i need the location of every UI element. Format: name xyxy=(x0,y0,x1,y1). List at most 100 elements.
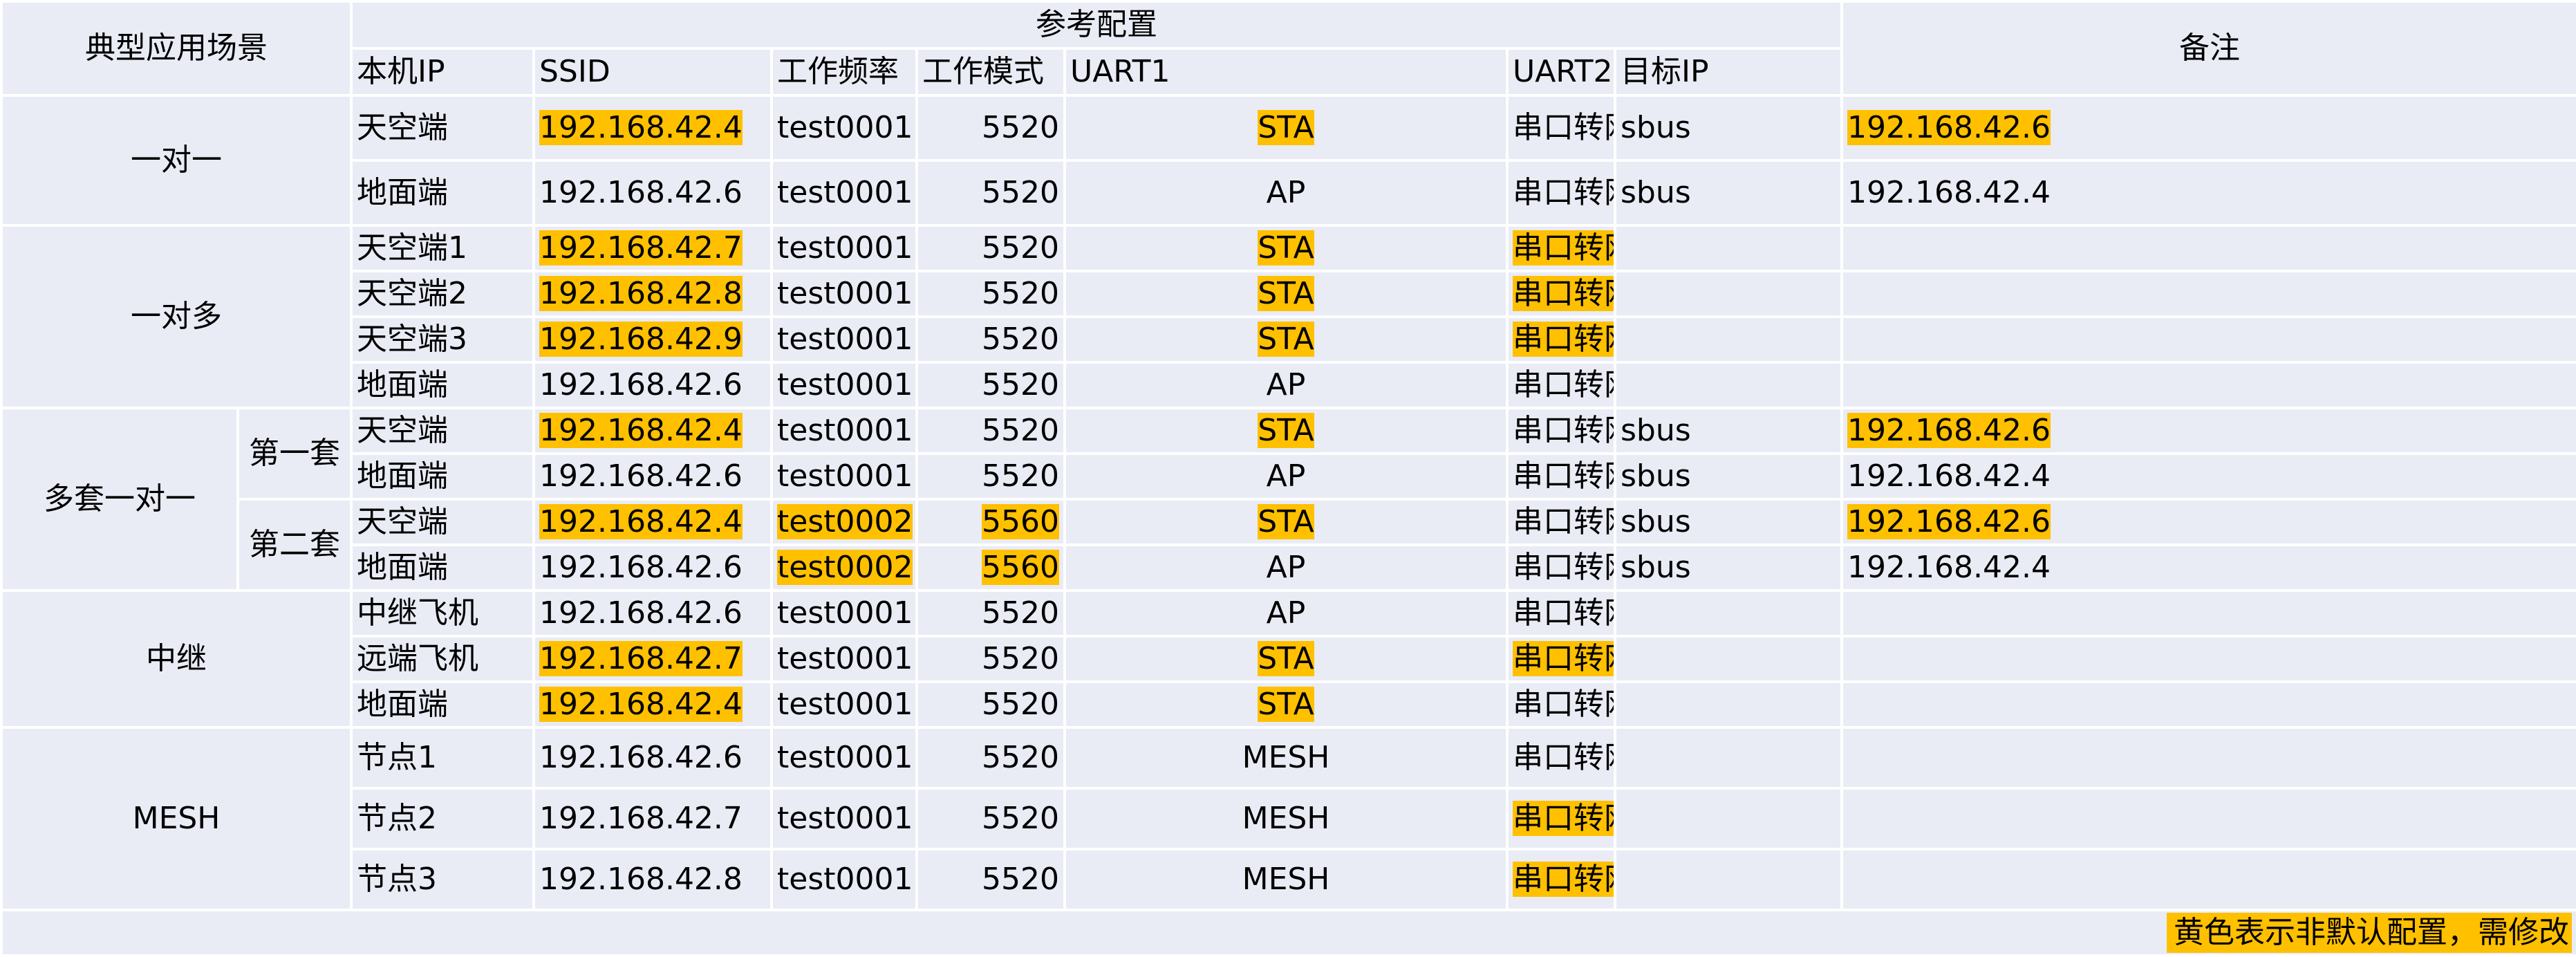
cell-uart1: 串口转网络（UDP服务） xyxy=(1506,407,1616,455)
highlighted-value: 5560 xyxy=(982,503,1059,539)
cell-uart1: 串口转网络（UDP服务端口号3020） xyxy=(1506,680,1616,729)
header-row-2: 本机IP SSID 工作频率 工作模式 UART1 UART2 目标IP xyxy=(1,47,2576,97)
cell-frequency: 5520 xyxy=(915,315,1066,364)
cell-target-ip: 192.168.42.6 xyxy=(1840,94,2576,162)
cell-target-ip xyxy=(1840,315,2576,364)
cell-uart2: sbus xyxy=(1613,452,1844,501)
cell-mode: AP xyxy=(1063,159,1509,227)
header-scene: 典型应用场景 xyxy=(0,0,353,97)
header-col-ssid: SSID xyxy=(532,47,773,97)
cell-frequency: 5520 xyxy=(915,224,1066,272)
cell-ssid: test0001 xyxy=(770,407,918,455)
cell-ssid: test0001 xyxy=(770,589,918,638)
cell-target-ip xyxy=(1840,848,2576,911)
cell-ssid: test0001 xyxy=(770,315,918,364)
cell-target-ip xyxy=(1840,589,2576,638)
cell-uart1: 串口转网络（UDP服务） xyxy=(1506,452,1616,501)
highlighted-value: 192.168.42.4 xyxy=(539,109,743,145)
cell-target-ip: 192.168.42.6 xyxy=(1840,407,2576,455)
cell-mode: MESH xyxy=(1063,848,1509,911)
cell-uart1: 串口转网络（UDP服务端口号3021） xyxy=(1506,635,1616,683)
cell-frequency: 5520 xyxy=(915,635,1066,683)
cell-local-ip: 192.168.42.6 xyxy=(532,159,773,227)
cell-device: 地面端 xyxy=(350,159,535,227)
cell-device: 天空端 xyxy=(350,94,535,162)
cell-mode: MESH xyxy=(1063,726,1509,790)
header-col-mode: 工作模式 xyxy=(915,47,1066,97)
header-row-1: 典型应用场景 参考配置 备注 xyxy=(0,0,2576,97)
cell-device: 中继飞机 xyxy=(350,589,535,638)
cell-local-ip: 192.168.42.6 xyxy=(532,361,773,409)
cell-uart2 xyxy=(1613,589,1844,638)
highlighted-value: STA xyxy=(1258,686,1314,722)
table-row: 节点3192.168.42.8test00015520MESH串口转网络（UDP… xyxy=(1,848,2576,911)
cell-uart1: 串口转网络（UDP服务端口号3021） xyxy=(1506,224,1616,272)
cell-uart2 xyxy=(1613,224,1844,272)
table-row: MESH节点1192.168.42.6test00015520MESH串口转网络… xyxy=(0,726,2576,911)
cell-uart2: sbus xyxy=(1613,498,1844,546)
cell-uart2 xyxy=(1613,270,1844,318)
cell-uart1: 串口转网络（UDP服务） xyxy=(1506,498,1616,546)
highlighted-value: 192.168.42.7 xyxy=(539,230,743,266)
subgroup-set-2: 第二套 xyxy=(236,498,353,592)
cell-target-ip xyxy=(1840,361,2576,409)
cell-target-ip: 192.168.42.4 xyxy=(1840,543,2576,592)
cell-mode: STA xyxy=(1063,224,1509,272)
cell-uart2: sbus xyxy=(1613,543,1844,592)
highlighted-value: test0002 xyxy=(777,549,913,585)
cell-uart2 xyxy=(1613,361,1844,409)
table-row: 多套一对一 第一套 天空端 192.168.42.4 test0001 5520 STA 串口… xyxy=(0,407,2576,592)
highlighted-value: 192.168.42.4 xyxy=(539,503,743,539)
cell-ssid: test0001 xyxy=(770,361,918,409)
cell-local-ip: 192.168.42.6 xyxy=(532,543,773,592)
highlighted-value: 串口转网络（UDP服务端口号3021） xyxy=(1513,640,1612,676)
cell-local-ip: 192.168.42.4 xyxy=(532,94,773,162)
table-row: 地面端192.168.42.6test00015520AP串口转网络（UDP服务… xyxy=(1,452,2576,501)
highlighted-value: 串口转网络（UDP服务端口号3022） xyxy=(1513,275,1612,311)
cell-local-ip: 192.168.42.8 xyxy=(532,848,773,911)
cell-frequency: 5520 xyxy=(915,94,1066,162)
table-row: 地面端192.168.42.6test00015520AP串口转网络（UDP服务… xyxy=(1,159,2576,227)
cell-frequency: 5520 xyxy=(915,452,1066,501)
cell-uart2 xyxy=(1613,848,1844,911)
cell-uart1: 串口转网络（UDP服务端口号3021） xyxy=(1506,787,1616,851)
cell-mode: AP xyxy=(1063,543,1509,592)
cell-ssid: test0001 xyxy=(770,452,918,501)
cell-ssid: test0002 xyxy=(770,543,918,592)
highlighted-value: 192.168.42.6 xyxy=(1847,503,2051,539)
cell-mode: STA xyxy=(1063,498,1509,546)
cell-frequency: 5520 xyxy=(915,848,1066,911)
cell-uart1: 串口转网络（UDP服务） xyxy=(1506,94,1616,162)
cell-uart1: 串口转网络（UDP服务端口号3020） xyxy=(1506,589,1616,638)
highlighted-value: STA xyxy=(1258,503,1314,539)
table-row: 第二套天空端192.168.42.4test00025560STA串口转网络（U… xyxy=(1,498,2576,592)
header-col-local-ip: 本机IP xyxy=(350,47,535,97)
header-col-frequency: 工作频率 xyxy=(770,47,918,97)
highlighted-value: STA xyxy=(1258,640,1314,676)
cell-local-ip: 192.168.42.7 xyxy=(532,635,773,683)
highlighted-value: STA xyxy=(1258,230,1314,266)
footer-row: 黄色表示非默认配置，需修改 xyxy=(0,909,2576,957)
table-row: 一对一天空端192.168.42.4test00015520STA串口转网络（U… xyxy=(0,94,2576,227)
cell-mode: STA xyxy=(1063,680,1509,729)
highlighted-value: 5560 xyxy=(982,549,1059,585)
scene-relay: 中继 xyxy=(0,589,353,729)
cell-target-ip: 192.168.42.4 xyxy=(1840,159,2576,227)
highlighted-value: 192.168.42.4 xyxy=(539,412,743,448)
table-row: 节点2192.168.42.7test00015520MESH串口转网络（UDP… xyxy=(1,787,2576,851)
subgroup-set-1: 第一套 xyxy=(236,407,353,501)
cell-device: 节点1 xyxy=(350,726,535,790)
cell-target-ip xyxy=(1840,635,2576,683)
scene-one-to-many: 一对多 xyxy=(0,224,353,409)
cell-local-ip: 192.168.42.4 xyxy=(532,407,773,455)
cell-ssid: test0001 xyxy=(770,270,918,318)
highlighted-value: 串口转网络（UDP服务端口号3021） xyxy=(1513,800,1612,836)
cell-mode: AP xyxy=(1063,589,1509,638)
cell-ssid: test0001 xyxy=(770,94,918,162)
cell-mode: AP xyxy=(1063,361,1509,409)
cell-device: 天空端 xyxy=(350,407,535,455)
highlighted-value: 192.168.42.8 xyxy=(539,275,743,311)
